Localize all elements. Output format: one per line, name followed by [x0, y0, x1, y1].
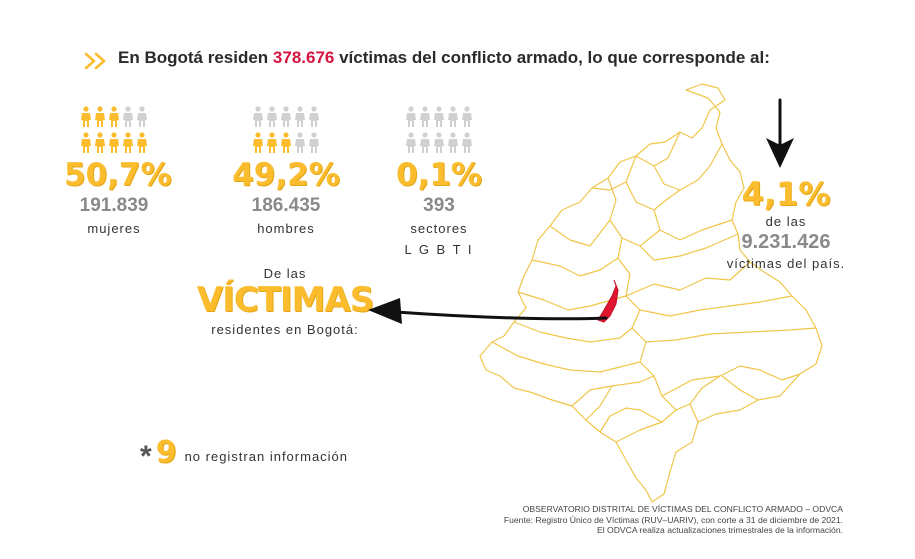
person-icon-row [405, 106, 473, 128]
person-icon [281, 132, 291, 153]
stat-label-secondary: L G B T I [404, 242, 474, 257]
person-icon [309, 132, 319, 153]
person-icon-grid [64, 106, 164, 154]
person-icon [123, 132, 133, 153]
stat-lgbti: 0,1% 393 sectores L G B T I [384, 106, 494, 257]
headline-highlight: 378.676 [272, 48, 335, 67]
headline-suffix: víctimas del conflicto armado, lo que co… [334, 48, 770, 67]
national-total: 9.231.426 [741, 231, 831, 253]
person-icon [109, 132, 119, 153]
stat-percent: 49,2% [232, 157, 340, 193]
headline: En Bogotá residen 378.676 víctimas del c… [118, 48, 915, 68]
person-icon-row [252, 132, 320, 154]
stat-mujeres: 50,7% 191.839 mujeres [64, 106, 172, 236]
stat-count: 186.435 [251, 195, 321, 216]
person-icon [420, 132, 430, 153]
person-icon-row [80, 106, 148, 128]
arrow-down-icon [766, 98, 794, 168]
person-icon [434, 132, 444, 153]
national-percent: 4,1% [741, 175, 831, 213]
stat-label: hombres [257, 221, 315, 236]
stat-label: sectores [410, 221, 468, 236]
footer-line-1: OBSERVATORIO DISTRITAL DE VÍCTIMAS DEL C… [522, 504, 843, 514]
no-info: * 9 no registran información [140, 434, 348, 472]
no-info-star: * [140, 440, 152, 473]
national-stat: 4,1% de las 9.231.426 víctimas del país. [716, 178, 856, 271]
person-icon [462, 106, 472, 127]
stat-label: mujeres [87, 221, 141, 236]
person-icon-row [80, 132, 148, 154]
person-icon [462, 132, 472, 153]
person-icon-grid [384, 106, 494, 154]
victimas-post: residentes en Bogotá: [211, 321, 359, 337]
person-icon [448, 106, 458, 127]
stat-hombres: 49,2% 186.435 hombres [226, 106, 346, 236]
no-info-value: 9 [155, 435, 177, 470]
person-icon [253, 106, 263, 127]
national-post: víctimas del país. [726, 256, 846, 271]
colombia-map [479, 83, 823, 503]
footer-source: OBSERVATORIO DISTRITAL DE VÍCTIMAS DEL C… [504, 504, 843, 536]
no-info-text: no registran información [184, 448, 349, 464]
person-icon-row [405, 132, 473, 154]
stat-percent: 50,7% [64, 157, 172, 193]
person-icon [109, 106, 119, 127]
person-icon [253, 132, 263, 153]
victimas-block: De las VÍCTIMAS residentes en Bogotá: [170, 266, 400, 337]
person-icon [295, 106, 305, 127]
headline-prefix: En Bogotá residen [118, 48, 273, 67]
double-chevron-icon [84, 52, 106, 70]
person-icon-grid [226, 106, 346, 154]
person-icon [137, 106, 147, 127]
stat-count: 393 [423, 195, 455, 216]
person-icon [95, 106, 105, 127]
person-icon [448, 132, 458, 153]
person-icon [81, 106, 91, 127]
footer-line-3: El ODVCA realiza actualizaciones trimest… [597, 525, 843, 536]
stat-percent: 0,1% [396, 157, 482, 193]
person-icon [95, 132, 105, 153]
footer-line-2: Fuente: Registro Único de Víctimas (RUV–… [503, 514, 843, 525]
national-pre: de las [765, 214, 807, 229]
stat-count: 191.839 [79, 195, 149, 216]
person-icon [267, 106, 277, 127]
victimas-pre: De las [263, 266, 307, 281]
person-icon [420, 106, 430, 127]
person-icon [406, 106, 416, 127]
person-icon [81, 132, 91, 153]
person-icon-row [252, 106, 320, 128]
person-icon [434, 106, 444, 127]
arrow-left-icon [368, 298, 608, 324]
person-icon [137, 132, 147, 153]
victimas-title: VÍCTIMAS [196, 280, 374, 320]
person-icon [406, 132, 416, 153]
person-icon [281, 106, 291, 127]
person-icon [309, 106, 319, 127]
person-icon [267, 132, 277, 153]
person-icon [295, 132, 305, 153]
person-icon [123, 106, 133, 127]
